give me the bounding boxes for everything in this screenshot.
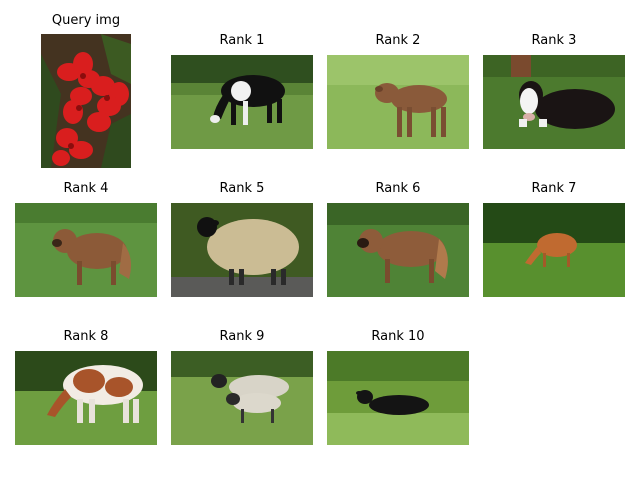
rank-6-image (327, 203, 469, 297)
rank-10-title: Rank 10 (371, 329, 425, 344)
rank-8-image (15, 351, 157, 445)
rank-7-title: Rank 7 (531, 181, 577, 196)
rank-4-image (15, 203, 157, 297)
rank-7-image (483, 203, 625, 297)
query-title: Query img (51, 13, 121, 28)
rank-9-title: Rank 9 (219, 329, 265, 344)
rank-5-title: Rank 5 (219, 181, 265, 196)
rank-2-image (327, 55, 469, 149)
rank-8-title: Rank 8 (63, 329, 109, 344)
rank-1-image (171, 55, 313, 149)
rank-3-title: Rank 3 (531, 33, 577, 48)
rank-6-title: Rank 6 (375, 181, 421, 196)
rank-3-image (483, 55, 625, 149)
query-image (41, 34, 131, 168)
rank-4-title: Rank 4 (63, 181, 109, 196)
rank-9-image (171, 351, 313, 445)
rank-5-image (171, 203, 313, 297)
rank-1-title: Rank 1 (219, 33, 265, 48)
rank-2-title: Rank 2 (375, 33, 421, 48)
rank-10-image (327, 351, 469, 445)
